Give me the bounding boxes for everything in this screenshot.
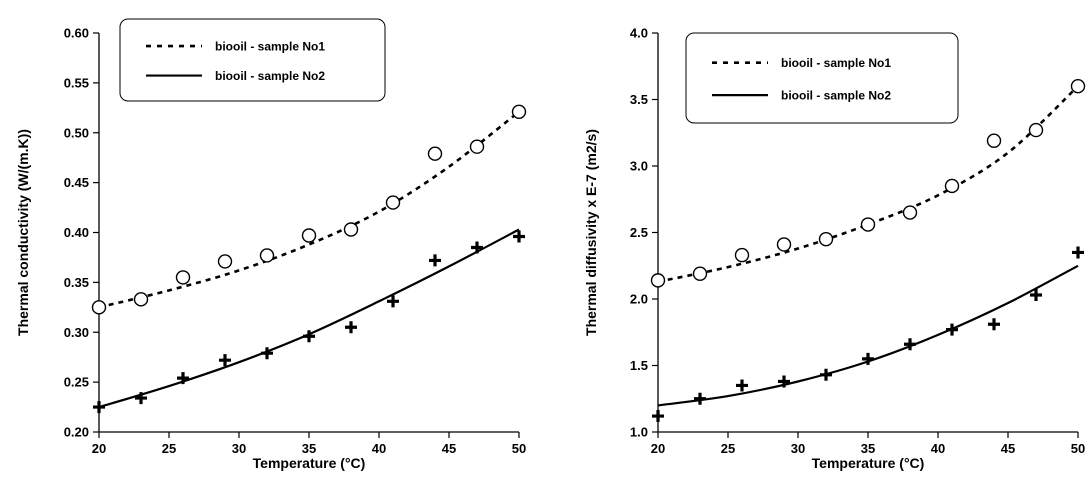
series-1-point	[343, 222, 359, 237]
series-1-point	[385, 195, 401, 210]
legend: biooil - sample No1 biooil - sample No2	[685, 32, 959, 124]
legend-box	[685, 32, 959, 124]
y-tick-label: 1.0	[630, 425, 648, 440]
y-tick-label: 0.40	[64, 225, 89, 240]
x-tick-label: 50	[1071, 441, 1085, 456]
series-1-point	[692, 266, 708, 281]
y-tick-label: 3.5	[630, 92, 648, 107]
y-tick-label: 0.55	[64, 75, 89, 90]
y-tick-label: 0.60	[64, 26, 89, 41]
legend-box	[119, 18, 386, 102]
series-2-fit-line	[657, 264, 1079, 407]
series-2-point	[1072, 246, 1084, 259]
x-tick-label: 40	[931, 441, 945, 456]
series-2-point	[387, 295, 399, 308]
x-tick-label: 30	[232, 441, 246, 456]
series-2-point	[1030, 289, 1042, 302]
series-2-point	[261, 347, 273, 360]
x-tick-label: 25	[721, 441, 735, 456]
series-1-point	[133, 292, 149, 307]
series-1-point	[1028, 122, 1044, 138]
legend: biooil - sample No1 biooil - sample No2	[119, 18, 386, 102]
series-2-point	[988, 318, 1000, 331]
series-1-point	[776, 237, 792, 252]
legend-label-2: biooil - sample No2	[781, 89, 891, 103]
series-2-point	[177, 372, 189, 385]
series-1-point	[217, 254, 233, 269]
x-axis-title: Temperature (°C)	[812, 455, 925, 471]
series-1-point	[902, 205, 918, 220]
legend-label-1: biooil - sample No1	[215, 40, 325, 54]
x-tick-label: 20	[92, 441, 106, 456]
x-tick-label: 45	[1001, 441, 1015, 456]
series-2-point	[303, 330, 315, 343]
series-2-point	[946, 323, 958, 336]
series-1-point	[469, 139, 485, 154]
series-2-fit-line	[98, 228, 520, 409]
x-tick-label: 45	[442, 441, 456, 456]
series-2-point	[345, 321, 357, 334]
series-2-point	[652, 410, 664, 423]
legend-label-2: biooil - sample No2	[215, 69, 325, 83]
x-tick-label: 40	[372, 441, 386, 456]
series-1-point	[301, 228, 317, 243]
series-2-point	[862, 352, 874, 365]
y-tick-label: 0.20	[64, 425, 89, 440]
series-1-fit-line	[98, 110, 520, 309]
series-2-point	[471, 241, 483, 254]
series-2-point	[904, 338, 916, 351]
x-tick-label: 30	[791, 441, 805, 456]
legend-label-1: biooil - sample No1	[781, 56, 891, 70]
y-tick-label: 0.45	[64, 175, 89, 190]
x-tick-label: 25	[162, 441, 176, 456]
series-2-point	[778, 375, 790, 388]
y-tick-label: 3.0	[630, 159, 648, 174]
series-2-point	[736, 379, 748, 392]
y-axis-title: Thermal diffusivity x E-7 (m2/s)	[583, 129, 599, 336]
series-1-point	[511, 104, 527, 120]
x-tick-label: 35	[302, 441, 316, 456]
series-2-point	[513, 230, 525, 243]
y-axis-title: Thermal conductivity (W/(m.K))	[15, 129, 31, 336]
series-1-point	[818, 231, 834, 247]
series-1-point	[91, 300, 107, 315]
y-tick-label: 1.5	[630, 358, 648, 373]
x-axis-title: Temperature (°C)	[253, 455, 366, 471]
y-tick-label: 0.25	[64, 375, 89, 390]
y-tick-label: 4.0	[630, 26, 648, 41]
y-tick-label: 0.30	[64, 325, 89, 340]
x-tick-label: 20	[651, 441, 665, 456]
chart-1: 0.20 0.25 0.30 0.35 0.40 0.45 0.50 0.55 0.60 20 25…	[15, 18, 527, 471]
series-1-point	[986, 133, 1002, 148]
series-1-point	[259, 248, 275, 263]
series-1-point	[650, 273, 666, 288]
y-tick-label: 2.0	[630, 292, 648, 307]
series-2-point	[219, 354, 231, 367]
series-1-point	[427, 146, 443, 161]
x-tick-label: 50	[512, 441, 526, 456]
series-1-point	[175, 270, 191, 285]
y-tick-label: 0.35	[64, 275, 89, 290]
series-1-point	[944, 178, 960, 194]
x-tick-label: 35	[861, 441, 875, 456]
series-1-fit-line	[657, 85, 1079, 283]
series-1-point	[734, 247, 750, 263]
series-2-point	[820, 368, 832, 381]
series-1-point	[1070, 78, 1086, 94]
series-2-point	[694, 392, 706, 405]
series-2-point	[135, 392, 147, 405]
series-2-point	[429, 254, 441, 267]
series-1-point	[860, 217, 876, 232]
chart-2: 1.0 1.5 2.0 2.5 3.0 3.5 4.0 20 25 30 35 40 45 50 Tempe…	[583, 26, 1085, 472]
series-2-point	[93, 401, 105, 414]
y-tick-label: 0.50	[64, 125, 89, 140]
y-tick-label: 2.5	[630, 225, 648, 240]
